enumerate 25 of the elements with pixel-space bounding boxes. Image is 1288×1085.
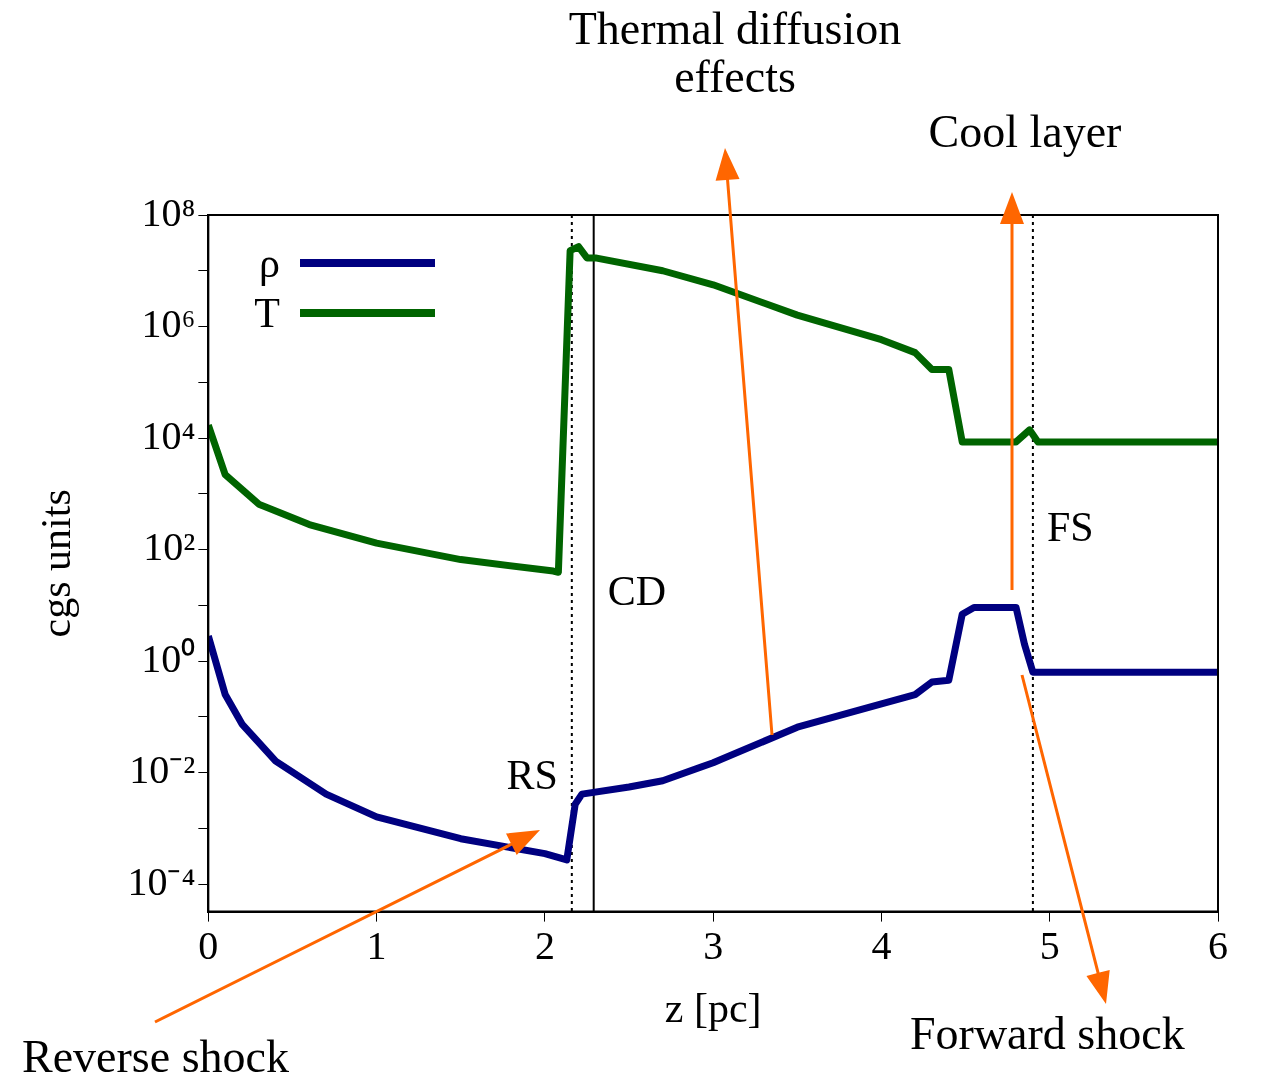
y-tick-label: 10⁰ [141,635,196,681]
ref-line-label: CD [607,568,667,615]
x-tick-label: 2 [534,923,555,969]
y-axis-title: cgs units [33,489,80,638]
y-tick-label: 10⁻⁴ [127,858,196,904]
y-tick-label: 10⁻² [129,747,196,793]
y-tick-label: 10⁶ [141,301,196,346]
y-tick-label: 10⁴ [141,412,196,458]
x-tick-label: 6 [1208,923,1228,969]
ref-line-label: RS [506,752,558,799]
x-tick-label: 4 [871,923,892,969]
y-tick-label: 10⁸ [141,189,196,235]
x-tick-label: 5 [1039,923,1060,969]
text: Forward shock [910,1008,1186,1059]
x-tick-label: 3 [703,923,724,969]
x-axis-title: z [pc] [664,984,762,1031]
text: Thermal diffusion effects [567,3,903,102]
legend-label: T [253,289,280,338]
x-tick-label: 1 [366,923,387,969]
legend-label: ρ [258,239,280,288]
y-tick-label: 10² [143,524,196,570]
ref-line-label: FS [1046,504,1094,551]
x-tick-label: 0 [198,923,219,969]
text: Cool layer [927,106,1123,157]
text: Reverse shock [22,1031,290,1082]
